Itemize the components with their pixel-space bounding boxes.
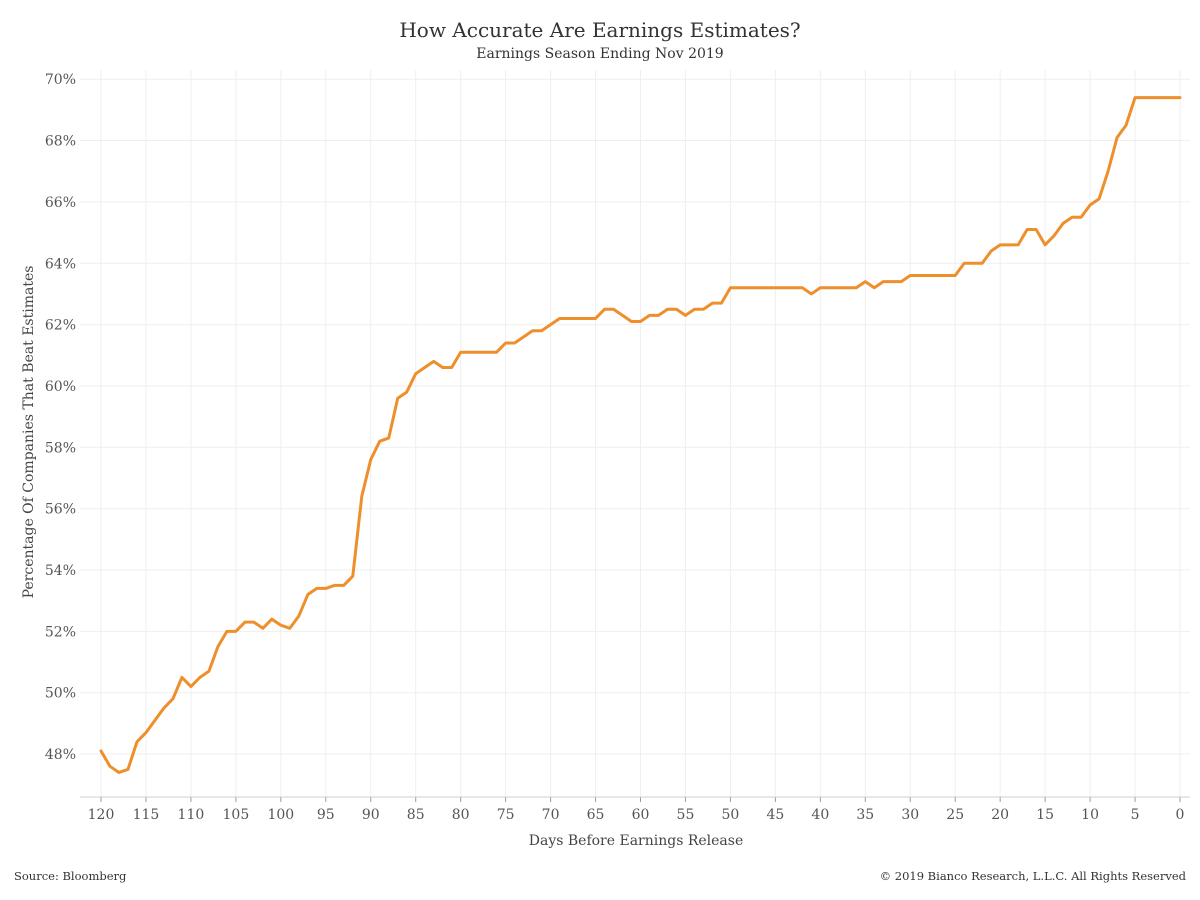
x-tick-label: 0 [1176, 807, 1185, 823]
series-line [99, 96, 1182, 774]
x-tick-label: 85 [407, 807, 425, 823]
x-tick-label: 15 [1036, 807, 1054, 823]
y-axis-title: Percentage Of Companies That Beat Estima… [21, 266, 37, 599]
y-tick-label: 62% [45, 318, 76, 334]
y-tick-label: 58% [45, 440, 76, 456]
x-tick-label: 115 [133, 807, 160, 823]
x-tick-label: 110 [178, 807, 205, 823]
x-tick-label: 70 [542, 807, 560, 823]
x-tick-label: 5 [1131, 807, 1140, 823]
y-tick-label: 64% [45, 256, 76, 272]
y-tick-label: 48% [45, 747, 76, 763]
copyright-note: © 2019 Bianco Research, L.L.C. All Right… [880, 869, 1187, 883]
y-tick-label: 56% [45, 502, 76, 518]
grid [80, 70, 1190, 797]
x-tick-label: 65 [587, 807, 605, 823]
x-tick-label: 55 [677, 807, 695, 823]
y-tick-label: 50% [45, 686, 76, 702]
y-tick-label: 70% [45, 72, 76, 88]
x-tick-label: 95 [317, 807, 335, 823]
x-tick-label: 105 [223, 807, 250, 823]
y-tick-label: 68% [45, 134, 76, 150]
y-tick-label: 52% [45, 624, 76, 640]
x-tick-label: 25 [946, 807, 964, 823]
x-tick-label: 80 [452, 807, 470, 823]
x-tick-label: 10 [1081, 807, 1099, 823]
chart-title: How Accurate Are Earnings Estimates? [399, 18, 800, 42]
x-tick-label: 120 [88, 807, 115, 823]
x-axis-title: Days Before Earnings Release [529, 833, 744, 849]
x-tick-label: 45 [766, 807, 784, 823]
y-tick-label: 54% [45, 563, 76, 579]
x-tick-label: 40 [811, 807, 829, 823]
x-tick-label: 35 [856, 807, 874, 823]
source-note: Source: Bloomberg [14, 869, 127, 883]
series-layer [99, 96, 1182, 774]
x-tick-label: 50 [722, 807, 740, 823]
x-tick-label: 60 [632, 807, 650, 823]
x-tick-label: 100 [267, 807, 294, 823]
chart-subtitle: Earnings Season Ending Nov 2019 [476, 46, 723, 62]
y-tick-label: 66% [45, 195, 76, 211]
axes: 48% 50% 52% 54% 56% 58% 60% 62% 64% 66% 68% 70% 120 1… [45, 72, 1190, 823]
x-tick-label: 30 [901, 807, 919, 823]
y-tick-label: 60% [45, 379, 76, 395]
x-tick-label: 20 [991, 807, 1009, 823]
x-tick-label: 90 [362, 807, 380, 823]
x-tick-label: 75 [497, 807, 515, 823]
